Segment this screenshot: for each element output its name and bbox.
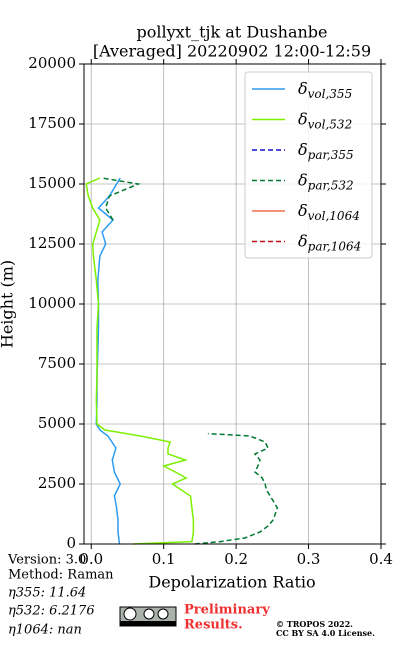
x-tick-label: 0.0 xyxy=(79,550,103,568)
legend-label: δpar,532 xyxy=(298,170,354,192)
x-tick-label: 0.3 xyxy=(297,550,321,568)
x-axis-label: Depolarization Ratio xyxy=(148,573,315,592)
series-line xyxy=(101,177,279,545)
eta355: η355: 11.64 xyxy=(8,586,86,601)
x-tick-label: 0.4 xyxy=(369,550,393,568)
y-tick-label: 2500 xyxy=(38,474,76,492)
legend-label: δvol,1064 xyxy=(298,201,360,223)
x-tick-label: 0.1 xyxy=(152,550,176,568)
chart-title: pollyxt_tjk at Dushanbe xyxy=(136,23,327,42)
y-axis-label: Height (m) xyxy=(0,260,17,348)
legend-label: δpar,1064 xyxy=(298,231,361,253)
license: CC BY SA 4.0 License. xyxy=(276,628,375,638)
method: Method: Raman xyxy=(8,568,114,583)
footer: Version: 3.0 Method: Raman η355: 11.64 η… xyxy=(7,553,375,639)
eta1064: η1064: nan xyxy=(8,623,82,638)
y-tick-label: 12500 xyxy=(28,234,76,252)
y-tick-label: 7500 xyxy=(38,354,76,372)
y-tick-label: 10000 xyxy=(28,294,76,312)
y-tick-label: 17500 xyxy=(28,114,76,132)
series-line xyxy=(95,177,122,545)
plot-frame xyxy=(83,63,382,545)
eta532: η532: 6.2176 xyxy=(8,604,95,619)
y-tick-label: 15000 xyxy=(28,174,76,192)
series-line xyxy=(85,177,195,545)
legend: δvol,355 δvol,532 δpar,355 δpar,532 δvol,106… xyxy=(244,71,373,259)
legend-label: δpar,355 xyxy=(298,140,354,162)
preliminary: Preliminary xyxy=(184,603,270,618)
y-tick-label: 5000 xyxy=(38,414,76,432)
x-tick-label: 0.2 xyxy=(224,550,248,568)
legend-label: δvol,532 xyxy=(298,109,352,131)
version: Version: 3.0 xyxy=(7,553,86,568)
cc-logo xyxy=(119,606,177,627)
chart-subtitle: [Averaged] 20220902 12:00-12:59 xyxy=(93,42,371,61)
y-tick-label: 20000 xyxy=(28,54,76,72)
results: Results. xyxy=(184,618,243,633)
legend-label: δvol,355 xyxy=(298,79,352,101)
y-tick-label: 0 xyxy=(66,534,76,552)
copyright: © TROPOS 2022. xyxy=(276,619,353,629)
